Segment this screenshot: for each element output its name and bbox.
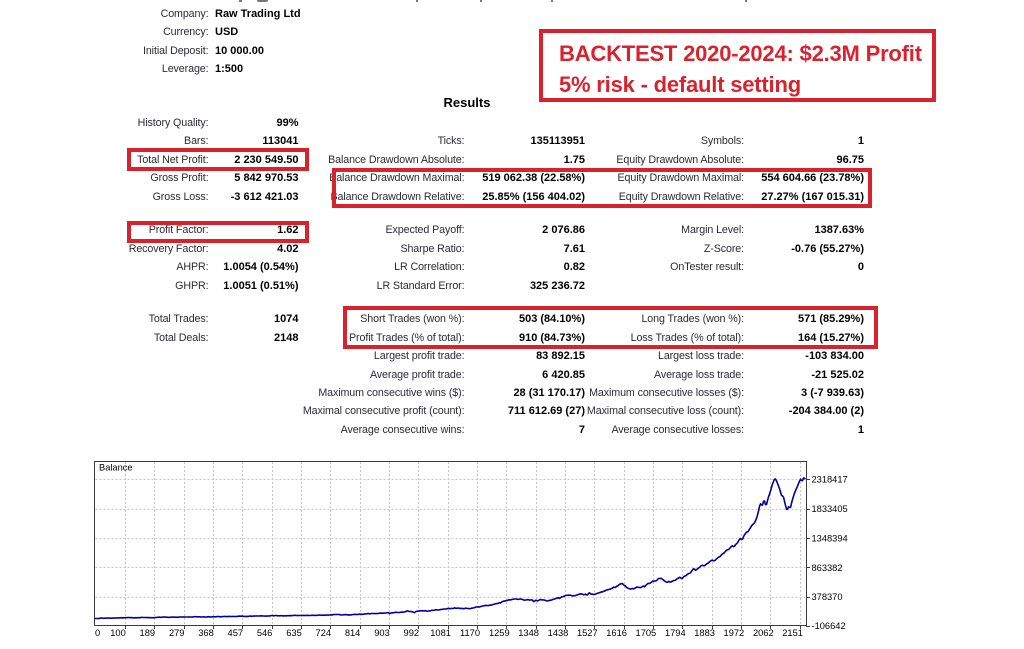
svg-text:2062: 2062 — [753, 628, 774, 638]
svg-text:1705: 1705 — [636, 628, 657, 638]
svg-text:1794: 1794 — [665, 628, 686, 638]
svg-text:903: 903 — [374, 628, 390, 638]
svg-text:1348: 1348 — [518, 628, 539, 638]
svg-text:1348394: 1348394 — [812, 533, 848, 543]
svg-text:457: 457 — [228, 628, 244, 638]
svg-text:-106642: -106642 — [812, 621, 846, 631]
svg-text:635: 635 — [286, 628, 302, 638]
svg-text:1081: 1081 — [430, 628, 451, 638]
svg-text:724: 724 — [316, 628, 332, 638]
svg-text:1883: 1883 — [694, 628, 715, 638]
svg-text:814: 814 — [345, 628, 361, 638]
svg-text:100: 100 — [110, 628, 126, 638]
svg-text:1616: 1616 — [606, 628, 627, 638]
svg-text:1972: 1972 — [724, 628, 745, 638]
svg-text:992: 992 — [404, 628, 420, 638]
svg-text:1170: 1170 — [460, 628, 480, 638]
svg-text:0: 0 — [95, 628, 100, 638]
svg-text:1833405: 1833405 — [812, 504, 848, 514]
svg-text:863382: 863382 — [812, 563, 843, 573]
svg-text:2151: 2151 — [782, 628, 803, 638]
svg-text:279: 279 — [169, 628, 185, 638]
svg-text:1259: 1259 — [489, 628, 510, 638]
svg-text:368: 368 — [198, 628, 214, 638]
svg-text:1438: 1438 — [548, 628, 569, 638]
svg-text:189: 189 — [140, 628, 156, 638]
svg-text:546: 546 — [257, 628, 273, 638]
svg-text:378370: 378370 — [812, 592, 843, 602]
svg-text:1527: 1527 — [577, 628, 598, 638]
svg-text:Balance: Balance — [99, 463, 133, 473]
svg-text:2318417: 2318417 — [812, 475, 848, 485]
